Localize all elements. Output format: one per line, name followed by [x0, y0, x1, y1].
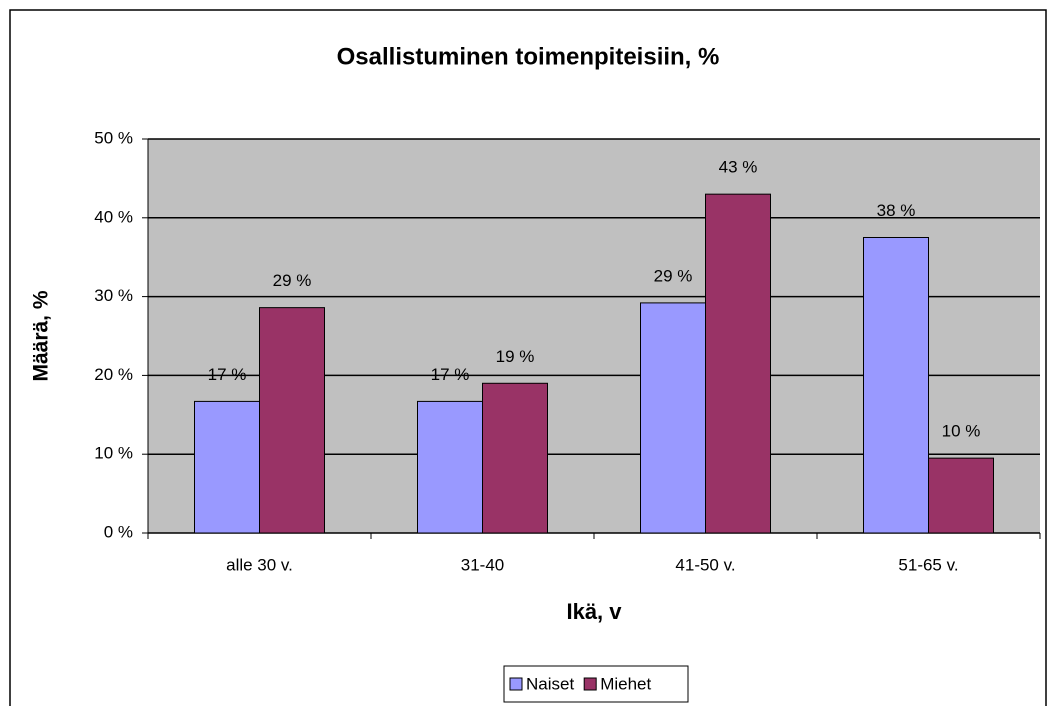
value-label: 17 % — [431, 365, 470, 384]
legend-swatch — [583, 677, 597, 691]
value-label: 29 % — [654, 266, 693, 285]
y-tick-label: 50 % — [94, 128, 133, 147]
bar — [640, 302, 706, 534]
y-tick-label: 40 % — [94, 207, 133, 226]
legend-label: Naiset — [526, 674, 574, 693]
bar — [928, 457, 994, 534]
x-tick-label: 51-65 v. — [898, 555, 958, 574]
y-tick-label: 10 % — [94, 444, 133, 463]
bar — [194, 400, 260, 534]
bar — [417, 400, 483, 534]
y-tick-label: 0 % — [104, 522, 133, 541]
x-tick-label: alle 30 v. — [226, 555, 293, 574]
legend-swatch — [509, 677, 523, 691]
bar — [863, 237, 929, 534]
x-tick-label: 41-50 v. — [675, 555, 735, 574]
legend-label: Miehet — [600, 674, 651, 693]
bar — [705, 193, 771, 534]
value-label: 17 % — [208, 365, 247, 384]
y-axis-label: Määrä, % — [30, 290, 53, 381]
y-tick-label: 30 % — [94, 286, 133, 305]
value-label: 29 % — [273, 271, 312, 290]
value-label: 43 % — [719, 158, 758, 177]
x-axis-label: Ikä, v — [566, 599, 622, 624]
bar — [482, 382, 548, 534]
value-label: 38 % — [877, 201, 916, 220]
y-tick-label: 20 % — [94, 365, 133, 384]
x-tick-label: 31-40 — [461, 555, 504, 574]
value-label: 10 % — [942, 422, 981, 441]
value-label: 19 % — [496, 347, 535, 366]
bar — [259, 307, 325, 534]
chart-title: Osallistuminen toimenpiteisiin, % — [337, 43, 720, 70]
